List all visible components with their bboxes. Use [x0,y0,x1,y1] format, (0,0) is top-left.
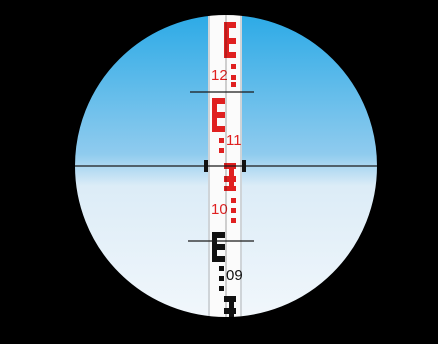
rod-label-12: 12 [211,67,228,84]
lens-rim [73,13,379,319]
crosshair-right-tick [242,160,246,172]
rod-red-graduations [212,22,236,223]
lens-view: 12 11 10 09 [74,14,378,318]
rod-label-11: 11 [226,132,242,149]
crosshair-left-tick [204,160,208,172]
rod-label-10: 10 [211,201,228,218]
leveling-rod: 12 11 10 09 [208,14,243,318]
rod-black-graduations [212,232,236,318]
rod-label-09: 09 [226,267,243,284]
